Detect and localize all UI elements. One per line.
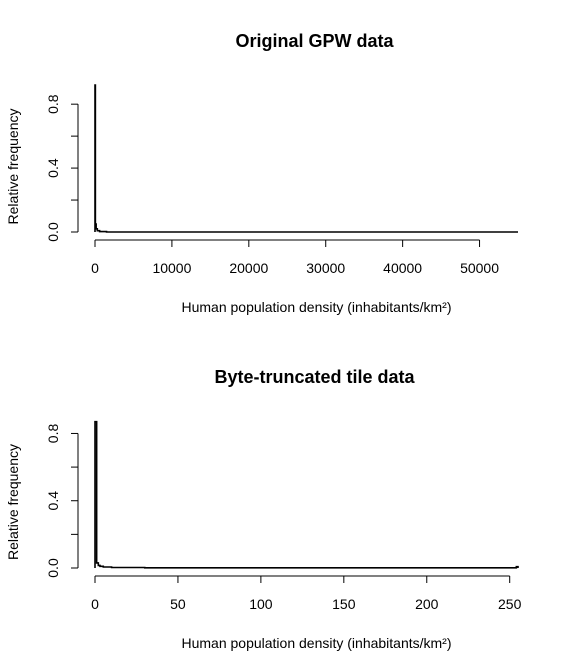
x-tick-label: 200 [415,596,439,612]
chart-title: Original GPW data [235,31,394,51]
data-series-line [94,84,518,233]
x-tick-label: 0 [91,596,99,612]
y-axis-label: Relative frequency [5,109,21,225]
x-tick-label: 40000 [383,260,422,276]
x-tick-label: 50000 [460,260,499,276]
x-tick-label: 0 [91,260,99,276]
y-tick-label: 0.4 [45,491,61,511]
y-tick-label: 0.8 [45,94,61,114]
y-tick-label: 0.0 [45,558,61,578]
x-tick-label: 150 [332,596,356,612]
x-axis-label: Human population density (inhabitants/km… [181,299,451,315]
x-tick-label: 100 [249,596,273,612]
y-axis-label: Relative frequency [5,444,21,560]
chart-panel-2: Byte-truncated tile data 0 50 100 150 200 250 0… [5,367,522,651]
x-tick-label: 10000 [152,260,191,276]
x-tick-label: 50 [170,596,186,612]
data-series-line [94,420,519,569]
y-tick-label: 0.0 [45,222,61,242]
x-axis-label: Human population density (inhabitants/km… [181,635,451,651]
chart-title: Byte-truncated tile data [214,367,415,387]
x-tick-label: 30000 [306,260,345,276]
x-tick-label: 20000 [229,260,268,276]
y-tick-label: 0.4 [45,158,61,178]
y-tick-label: 0.8 [45,424,61,444]
x-tick-label: 250 [498,596,522,612]
chart-panel-1: Original GPW data 0 10000 20000 30000 40000 50… [5,31,518,315]
